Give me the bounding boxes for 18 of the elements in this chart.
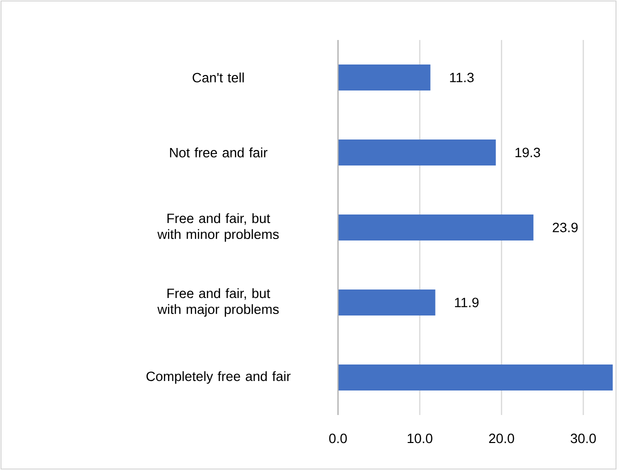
bar <box>338 364 613 390</box>
x-tick-label: 10.0 <box>408 434 432 444</box>
y-tick-label: Can't tell <box>192 72 244 82</box>
bar <box>338 289 436 316</box>
y-tick-label: Not free and fair <box>170 148 268 158</box>
data-label: 11.9 <box>455 298 479 308</box>
x-tick-label: 0.0 <box>329 434 347 444</box>
y-tick-label: Free and fair, but with major problems <box>157 288 279 317</box>
bar <box>338 214 534 240</box>
bar <box>338 139 496 166</box>
data-label: 19.3 <box>516 148 540 158</box>
data-label: 23.9 <box>552 222 578 232</box>
bar <box>338 64 430 90</box>
data-label: 11.3 <box>450 72 474 82</box>
x-tick-label: 20.0 <box>489 434 514 444</box>
y-tick-label: Free and fair, but with minor problems <box>157 213 279 242</box>
y-tick-label: Completely free and fair <box>146 371 291 384</box>
x-tick-label: 30.0 <box>570 434 596 444</box>
